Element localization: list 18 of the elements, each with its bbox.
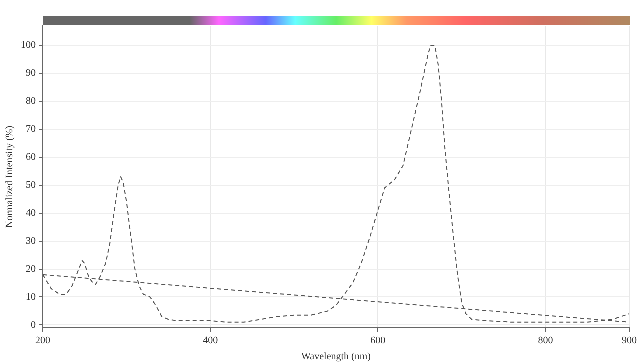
- y-tick-label: 70: [26, 124, 36, 136]
- y-tick-label: 100: [21, 40, 36, 52]
- x-tick-label: 400: [203, 336, 218, 347]
- y-tick-label: 80: [26, 96, 36, 108]
- y-tick-label: 20: [26, 264, 36, 275]
- x-axis-title: Wavelength (nm): [302, 352, 371, 363]
- x-tick-label: 200: [36, 336, 50, 347]
- x-tick-label: 600: [370, 336, 386, 347]
- y-axis-title: Normalized Intensity (%): [4, 126, 16, 228]
- y-tick-label: 10: [26, 292, 36, 303]
- y-tick-label: 40: [26, 208, 36, 219]
- y-tick-label: 0: [31, 320, 36, 331]
- x-tick-label: 900: [622, 336, 637, 347]
- y-tick-label: 30: [26, 236, 36, 247]
- y-tick-label: 50: [26, 180, 36, 192]
- y-tick-label: 60: [26, 152, 36, 164]
- y-tick-label: 90: [26, 68, 36, 80]
- x-tick-label: 800: [538, 336, 554, 347]
